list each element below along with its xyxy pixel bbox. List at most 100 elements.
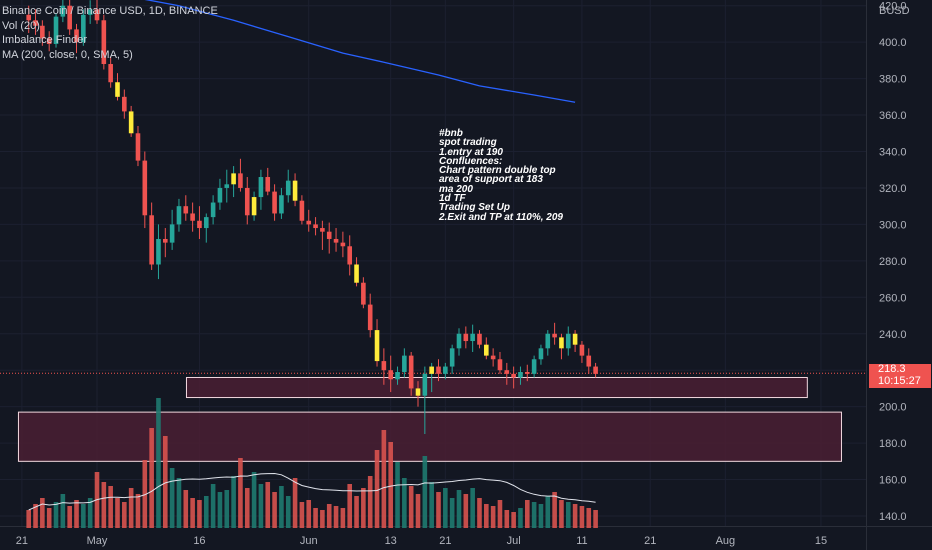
candle-body — [484, 344, 489, 356]
candle-body — [197, 220, 202, 229]
price-tick-label: 140.0 — [879, 511, 907, 523]
volume-bar — [197, 500, 202, 528]
candle-body — [449, 348, 455, 367]
candle-body — [238, 173, 243, 188]
candle-body — [381, 361, 387, 371]
candle-body — [367, 304, 373, 331]
date-tick-label: Aug — [716, 535, 736, 547]
volume-bar — [340, 508, 346, 528]
candle-body — [26, 14, 31, 21]
volume-indicator-label[interactable]: Vol (20) — [2, 19, 40, 32]
volume-bar — [299, 502, 305, 528]
candle-body — [579, 344, 585, 356]
volume-bar — [402, 478, 407, 528]
trade-note[interactable]: #bnb spot trading 1.entry at 190 Conflue… — [439, 128, 563, 222]
candle-body — [46, 38, 52, 44]
candle-body — [128, 111, 134, 134]
date-tick-label: 21 — [644, 535, 656, 547]
date-tick-label: 11 — [576, 535, 587, 547]
volume-bar — [190, 498, 195, 528]
date-tick-label: 21 — [16, 535, 28, 547]
ma-line — [144, 0, 576, 103]
candle-body — [586, 355, 592, 367]
volume-bar — [545, 496, 551, 528]
support-zone — [17, 411, 842, 462]
volume-bar — [333, 506, 339, 528]
candle-body — [244, 187, 250, 216]
volume-bar — [320, 510, 325, 528]
symbol-title[interactable]: Binance Coin / Binance USD, 1D, BINANCE — [2, 5, 218, 17]
imbalance-indicator-label[interactable]: Imbalance Finder — [2, 34, 87, 46]
candle-body — [511, 373, 516, 378]
candle-body — [470, 333, 475, 342]
volume-bar — [183, 490, 189, 528]
volume-bar — [395, 462, 400, 528]
ma-200-line — [144, 0, 576, 103]
volume-bar — [272, 492, 277, 528]
price-tick-label: 160.0 — [879, 475, 907, 487]
volume-bar — [128, 488, 134, 528]
candle-body — [135, 133, 141, 161]
candle-body — [422, 373, 428, 396]
candle-body — [285, 180, 291, 196]
candle-body — [538, 348, 544, 360]
volume-bar — [374, 450, 380, 528]
volume-bar — [572, 504, 578, 528]
volume-bar — [67, 506, 72, 528]
volume-bar — [497, 500, 503, 528]
volume-bar — [463, 494, 469, 528]
note-line: 1d TF — [439, 193, 466, 205]
candle-body — [122, 96, 127, 112]
volume-bar — [470, 488, 475, 528]
volume-bar — [511, 512, 516, 528]
price-tick-label: 420.0 — [879, 1, 907, 13]
candle-body — [333, 238, 339, 243]
volume-bar — [559, 500, 564, 528]
note-line: Trading Set Up — [439, 202, 510, 214]
time-axis[interactable]: 21 May 16 Jun 13 21 Jul 11 21 Aug 15 — [16, 535, 827, 547]
volume-bar — [422, 456, 428, 528]
price-tick-label: 400.0 — [879, 37, 907, 49]
volume-bar — [101, 482, 107, 528]
candle-body — [53, 16, 59, 44]
volume-bar — [26, 510, 31, 528]
candle-body — [190, 213, 195, 221]
volume-bar — [552, 492, 557, 528]
price-tick-label: 260.0 — [879, 292, 907, 304]
price-axis[interactable]: 140.0 160.0 180.0 200.0 240.0 260.0 280.0 300.0… — [879, 1, 907, 523]
candle-body — [531, 359, 537, 374]
candle-body — [74, 29, 79, 43]
candle-body — [279, 195, 284, 214]
volume-bar — [163, 436, 168, 528]
price-tick-label: 340.0 — [879, 147, 907, 159]
volume-bar — [285, 496, 291, 528]
volume-bar — [231, 476, 236, 528]
volume-bar — [429, 482, 434, 528]
ma-indicator-label[interactable]: MA (200, close, 0, SMA, 5) — [2, 48, 133, 61]
candle-body — [40, 25, 45, 39]
last-price: 218.3 — [878, 363, 906, 375]
chart-legend: Binance Coin / Binance USD, 1D, BINANCE … — [2, 4, 218, 62]
candle-body — [101, 20, 107, 65]
candle-body — [224, 184, 230, 188]
note-line: 1.entry at 190 — [439, 146, 503, 158]
candle-body — [477, 333, 482, 345]
note-line: spot trading — [439, 137, 497, 149]
volume-bar — [490, 506, 496, 528]
volume-bar — [217, 492, 223, 528]
volume-bar — [265, 482, 271, 528]
candle-body — [436, 366, 441, 374]
date-tick-label: 15 — [815, 535, 827, 547]
volume-bar — [579, 506, 585, 528]
date-tick-label: May — [87, 535, 108, 547]
date-tick-label: 16 — [193, 535, 205, 547]
bar-countdown: 10:15:27 — [878, 374, 921, 387]
volume-bar — [81, 504, 86, 528]
candle-body — [292, 180, 298, 201]
volume-bar — [408, 486, 414, 528]
volume-bar — [292, 478, 298, 528]
volume-bar — [313, 508, 318, 528]
candle-body — [67, 5, 72, 30]
candle-body — [156, 238, 161, 265]
